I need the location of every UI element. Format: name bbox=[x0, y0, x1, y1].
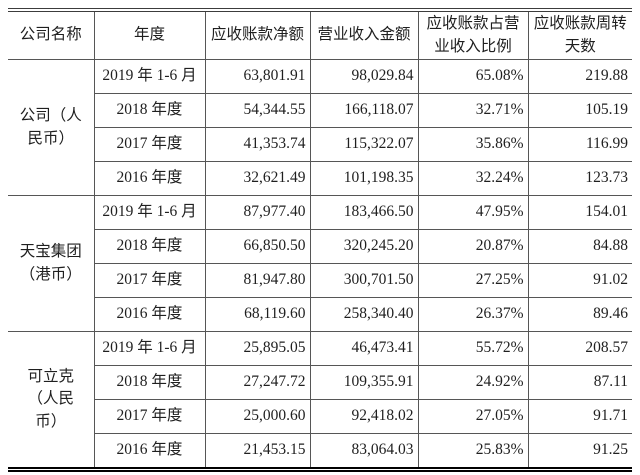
table-row: 2016 年度 32,621.49 101,198.35 32.24% 123.73 bbox=[8, 161, 632, 196]
header-cell-period: 年度 bbox=[93, 10, 206, 60]
cell-days: 84.88 bbox=[527, 229, 632, 264]
cell-receivables: 81,947.80 bbox=[204, 263, 311, 298]
header-cell-revenue: 营业收入金额 bbox=[309, 10, 419, 60]
cell-period: 2019 年 1-6 月 bbox=[93, 59, 206, 94]
cell-receivables: 87,977.40 bbox=[204, 195, 311, 230]
cell-ratio: 27.25% bbox=[417, 263, 529, 298]
cell-revenue: 300,701.50 bbox=[309, 263, 419, 298]
cell-days: 219.88 bbox=[527, 59, 632, 94]
cell-receivables: 25,895.05 bbox=[204, 331, 311, 366]
table-row: 2018 年度 66,850.50 320,245.20 20.87% 84.88 bbox=[8, 229, 632, 264]
cell-receivables: 54,344.55 bbox=[204, 93, 311, 128]
cell-receivables: 21,453.15 bbox=[204, 433, 311, 470]
cell-period: 2016 年度 bbox=[94, 433, 206, 470]
cell-receivables: 27,247.72 bbox=[204, 365, 311, 400]
cell-period: 2019 年 1-6 月 bbox=[93, 331, 206, 366]
header-cell-days: 应收账款周转 天数 bbox=[527, 10, 632, 60]
cell-revenue: 46,473.41 bbox=[309, 331, 419, 366]
cell-period: 2019 年 1-6 月 bbox=[93, 195, 206, 230]
cell-period: 2018 年度 bbox=[94, 229, 206, 264]
company-cell: 公司（人 民币） bbox=[8, 59, 95, 196]
cell-ratio: 20.87% bbox=[417, 229, 529, 264]
cell-ratio: 35.86% bbox=[417, 127, 529, 162]
company-cell: 天宝集团 （港币） bbox=[8, 195, 95, 332]
header-cell-company: 公司名称 bbox=[8, 10, 95, 60]
cell-days: 89.46 bbox=[527, 297, 632, 332]
table-row: 2017 年度 41,353.74 115,322.07 35.86% 116.99 bbox=[8, 127, 632, 162]
table-row: 2018 年度 27,247.72 109,355.91 24.92% 87.11 bbox=[8, 365, 632, 400]
table-row: 天宝集团 （港币） 2019 年 1-6 月 87,977.40 183,466.50… bbox=[8, 195, 632, 332]
cell-revenue: 183,466.50 bbox=[309, 195, 419, 230]
receivables-financial-table: 公司名称 年度 应收账款净额 营业收入金额 应收账款占营 业收入比例 应收账款周转 天数 … bbox=[8, 8, 632, 472]
cell-receivables: 63,801.91 bbox=[204, 59, 311, 94]
cell-ratio: 25.83% bbox=[417, 433, 529, 470]
cell-period: 2017 年度 bbox=[94, 263, 206, 298]
cell-ratio: 24.92% bbox=[417, 365, 529, 400]
cell-revenue: 101,198.35 bbox=[309, 161, 419, 196]
cell-days: 91.25 bbox=[527, 433, 632, 470]
cell-revenue: 258,340.40 bbox=[309, 297, 419, 332]
table-body: 公司（人 民币） 2019 年 1-6 月 63,801.91 98,029.84 65… bbox=[8, 59, 632, 470]
cell-receivables: 68,119.60 bbox=[204, 297, 311, 332]
cell-days: 105.19 bbox=[527, 93, 632, 128]
cell-period: 2018 年度 bbox=[94, 365, 206, 400]
cell-revenue: 83,064.03 bbox=[309, 433, 419, 470]
cell-receivables: 25,000.60 bbox=[204, 399, 311, 434]
cell-revenue: 320,245.20 bbox=[309, 229, 419, 264]
cell-revenue: 166,118.07 bbox=[309, 93, 419, 128]
cell-days: 91.71 bbox=[527, 399, 632, 434]
company-cell: 可立克 （人民 币） bbox=[8, 331, 95, 470]
table-row: 2016 年度 21,453.15 83,064.03 25.83% 91.25 bbox=[8, 433, 632, 470]
cell-days: 116.99 bbox=[527, 127, 632, 162]
cell-receivables: 66,850.50 bbox=[204, 229, 311, 264]
cell-days: 154.01 bbox=[527, 195, 632, 230]
cell-period: 2016 年度 bbox=[94, 161, 206, 196]
table-row: 2016 年度 68,119.60 258,340.40 26.37% 89.46 bbox=[8, 297, 632, 332]
cell-receivables: 32,621.49 bbox=[204, 161, 311, 196]
cell-days: 91.02 bbox=[527, 263, 632, 298]
cell-period: 2017 年度 bbox=[94, 127, 206, 162]
cell-period: 2016 年度 bbox=[94, 297, 206, 332]
cell-revenue: 109,355.91 bbox=[309, 365, 419, 400]
header-cell-ratio: 应收账款占营 业收入比例 bbox=[417, 10, 529, 60]
cell-ratio: 26.37% bbox=[417, 297, 529, 332]
cell-revenue: 92,418.02 bbox=[309, 399, 419, 434]
cell-period: 2017 年度 bbox=[94, 399, 206, 434]
header-row: 公司名称 年度 应收账款净额 营业收入金额 应收账款占营 业收入比例 应收账款周转 天数 bbox=[8, 10, 632, 60]
table-row: 可立克 （人民 币） 2019 年 1-6 月 25,895.05 46,473.41… bbox=[8, 331, 632, 470]
table-row: 2018 年度 54,344.55 166,118.07 32.71% 105.19 bbox=[8, 93, 632, 128]
cell-ratio: 32.71% bbox=[417, 93, 529, 128]
cell-ratio: 65.08% bbox=[417, 59, 529, 94]
table-row: 公司（人 民币） 2019 年 1-6 月 63,801.91 98,029.84 65… bbox=[8, 59, 632, 196]
cell-ratio: 27.05% bbox=[417, 399, 529, 434]
cell-ratio: 47.95% bbox=[417, 195, 529, 230]
cell-days: 123.73 bbox=[527, 161, 632, 196]
cell-days: 208.57 bbox=[527, 331, 632, 366]
cell-receivables: 41,353.74 bbox=[204, 127, 311, 162]
cell-days: 87.11 bbox=[527, 365, 632, 400]
table-row: 2017 年度 25,000.60 92,418.02 27.05% 91.71 bbox=[8, 399, 632, 434]
cell-revenue: 98,029.84 bbox=[309, 59, 419, 94]
table-header: 公司名称 年度 应收账款净额 营业收入金额 应收账款占营 业收入比例 应收账款周转 天数 bbox=[8, 10, 632, 60]
cell-revenue: 115,322.07 bbox=[309, 127, 419, 162]
table-row: 2017 年度 81,947.80 300,701.50 27.25% 91.02 bbox=[8, 263, 632, 298]
cell-period: 2018 年度 bbox=[94, 93, 206, 128]
header-cell-receivables: 应收账款净额 bbox=[204, 10, 311, 60]
cell-ratio: 32.24% bbox=[417, 161, 529, 196]
cell-ratio: 55.72% bbox=[417, 331, 529, 366]
